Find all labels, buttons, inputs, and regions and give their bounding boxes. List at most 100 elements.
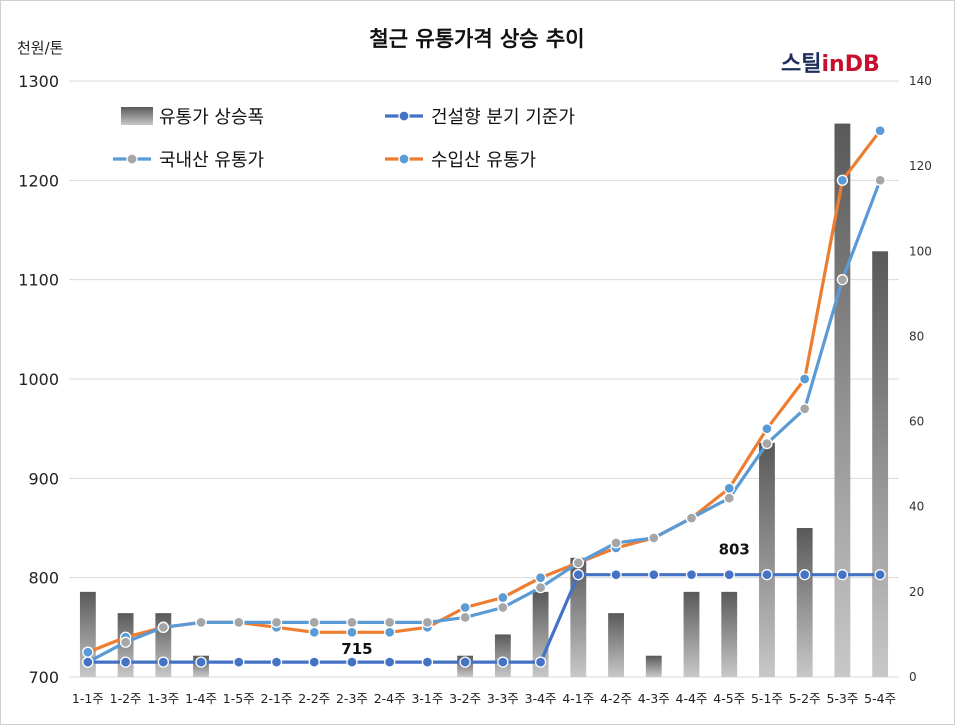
chart-title: 철근 유통가격 상승 추이 [369,27,584,51]
bar [645,655,662,677]
y2-tick-label: 20 [909,585,924,599]
x-tick-label: 1-2주 [110,691,142,706]
y2-tick-label: 120 [909,159,932,173]
x-tick-label: 3-1주 [411,691,443,706]
data-point [723,492,735,504]
bar [796,528,813,677]
data-point [497,591,509,604]
data-point [799,373,811,385]
data-point [421,616,434,629]
x-tick-label: 4-3주 [638,691,670,706]
data-point [685,512,698,524]
logo-text: 스틸inDB [781,52,880,77]
x-tick-label: 4-5주 [713,691,745,706]
data-point [799,403,811,415]
logo: 스틸inDB [781,52,880,77]
data-point [836,274,849,286]
data-point [270,616,283,629]
y2-tick-label: 100 [909,244,932,258]
data-point [119,636,132,648]
data-point [459,601,471,614]
data-point [723,482,735,494]
y-tick-label: 700 [28,668,59,687]
data-point [610,537,622,549]
bar [721,591,738,677]
series-line [87,573,881,664]
points [82,125,886,668]
data-point [610,569,622,581]
legend-label: 국내산 유통가 [159,150,264,171]
data-point [346,656,358,668]
y2-tick-label: 40 [909,500,924,514]
x-axis-ticks: 1-1주 1-2주 1-3주 1-4주 1-5주 2-1주 2-2주 2-3주 2-4주 3-1주… [72,691,896,706]
data-point [799,569,811,581]
data-point [685,569,698,581]
y-tick-label: 1100 [18,271,59,290]
data-point [82,646,94,658]
x-tick-label: 3-3주 [487,691,519,706]
legend-marker [126,153,138,165]
data-point [761,569,773,581]
x-tick-label: 1-1주 [72,691,104,706]
bar [872,251,889,678]
data-point [761,437,773,450]
x-tick-label: 5-1주 [751,691,783,706]
series-line [87,179,882,664]
data-point [497,656,509,668]
annotation-label: 803 [719,541,750,559]
y2-tick-label: 60 [909,415,924,429]
data-point [534,581,547,594]
data-point [421,656,434,668]
data-point [459,611,471,624]
data-point [233,656,245,668]
data-point [836,569,849,581]
x-tick-label: 1-3주 [147,691,179,706]
lines [87,129,882,664]
y-tick-label: 1000 [18,370,59,389]
data-point [119,656,132,668]
x-tick-label: 2-3주 [336,691,368,706]
bars [79,123,889,678]
data-point [572,557,584,569]
x-tick-label: 4-2주 [600,691,632,706]
legend-marker [398,153,410,165]
x-tick-label: 4-1주 [562,691,594,706]
data-point [384,626,396,638]
x-tick-label: 2-2주 [298,691,330,706]
data-point [761,423,773,435]
data-point [874,125,886,137]
legend-swatch [121,107,153,125]
data-point [308,616,320,629]
y-axis-ticks: 1300 1200 1100 1000 900 800 700 [18,72,59,687]
data-point [270,656,283,668]
data-point [195,616,207,629]
y-tick-label: 800 [28,569,59,588]
x-tick-label: 3-4주 [525,691,557,706]
legend-label: 건설향 분기 기준가 [431,107,575,128]
data-point [572,569,584,581]
x-tick-label: 5-4주 [864,691,896,706]
x-tick-label: 5-3주 [826,691,858,706]
bar [683,591,700,677]
data-point [308,626,320,638]
annotation-label: 715 [341,640,372,658]
data-point [497,601,509,614]
bar [494,634,511,677]
data-point [195,656,207,668]
data-point [874,569,886,581]
data-point [648,532,660,544]
legend-label: 수입산 유통가 [431,150,536,171]
data-point [836,174,849,186]
data-point [534,572,547,584]
legend-marker [398,110,410,122]
x-tick-label: 2-1주 [261,691,293,706]
x-tick-label: 2-4주 [374,691,406,706]
data-point [233,616,245,629]
data-point [82,656,94,668]
x-tick-label: 1-4주 [185,691,217,706]
x-tick-label: 1-5주 [223,691,255,706]
bar [759,442,775,677]
